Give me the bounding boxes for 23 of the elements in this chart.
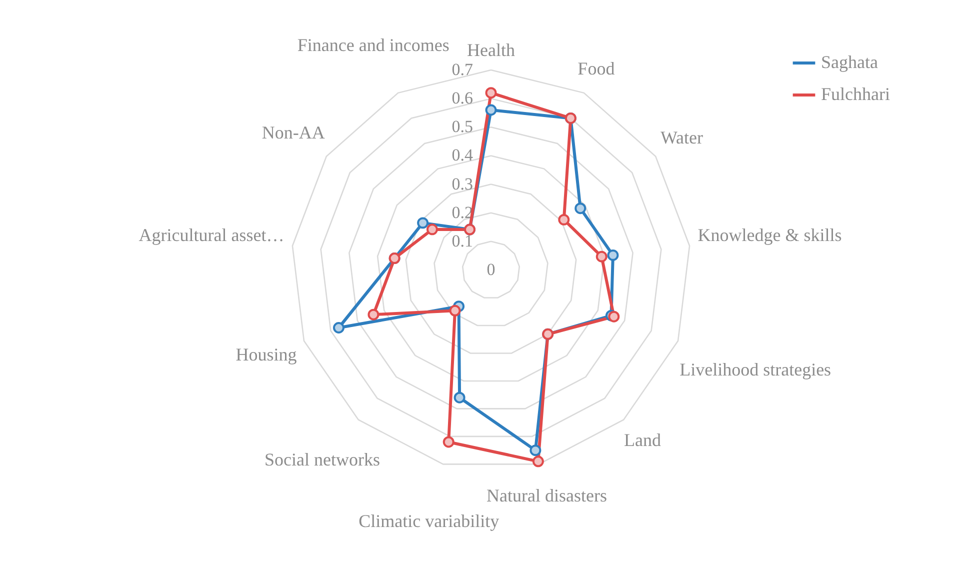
spoke-label: Climatic variability (358, 510, 500, 531)
spoke-label: Land (624, 430, 662, 450)
y-tick-label: 0.1 (452, 231, 473, 250)
spoke-label: Finance and incomes (297, 34, 450, 55)
y-tick-label: 0.5 (452, 117, 473, 136)
y-tick-label: 0.2 (452, 202, 473, 222)
spoke-label: Housing (236, 344, 297, 364)
y-tick-label: 0.6 (452, 88, 473, 108)
spoke-label: Knowledge & skills (698, 225, 842, 246)
legend-label: Saghata (821, 52, 878, 72)
legend-label: Fulchhari (821, 84, 890, 104)
spoke-label: Water (660, 127, 703, 148)
y-tick-label: 0 (486, 260, 496, 279)
y-tick-label: 0.4 (452, 146, 474, 165)
spoke-label: Natural disasters (486, 485, 608, 506)
spoke-label: Social networks (264, 450, 380, 470)
y-tick-label: 0.3 (452, 174, 473, 194)
spoke-label: Health (467, 40, 515, 60)
y-tick-label: 0.7 (452, 60, 474, 79)
spoke-label: Non-AA (262, 122, 325, 143)
spoke-label: Agricultural asset… (138, 225, 284, 246)
spoke-label: Livelihood strategies (680, 359, 832, 380)
spoke-label: Food (578, 58, 615, 79)
